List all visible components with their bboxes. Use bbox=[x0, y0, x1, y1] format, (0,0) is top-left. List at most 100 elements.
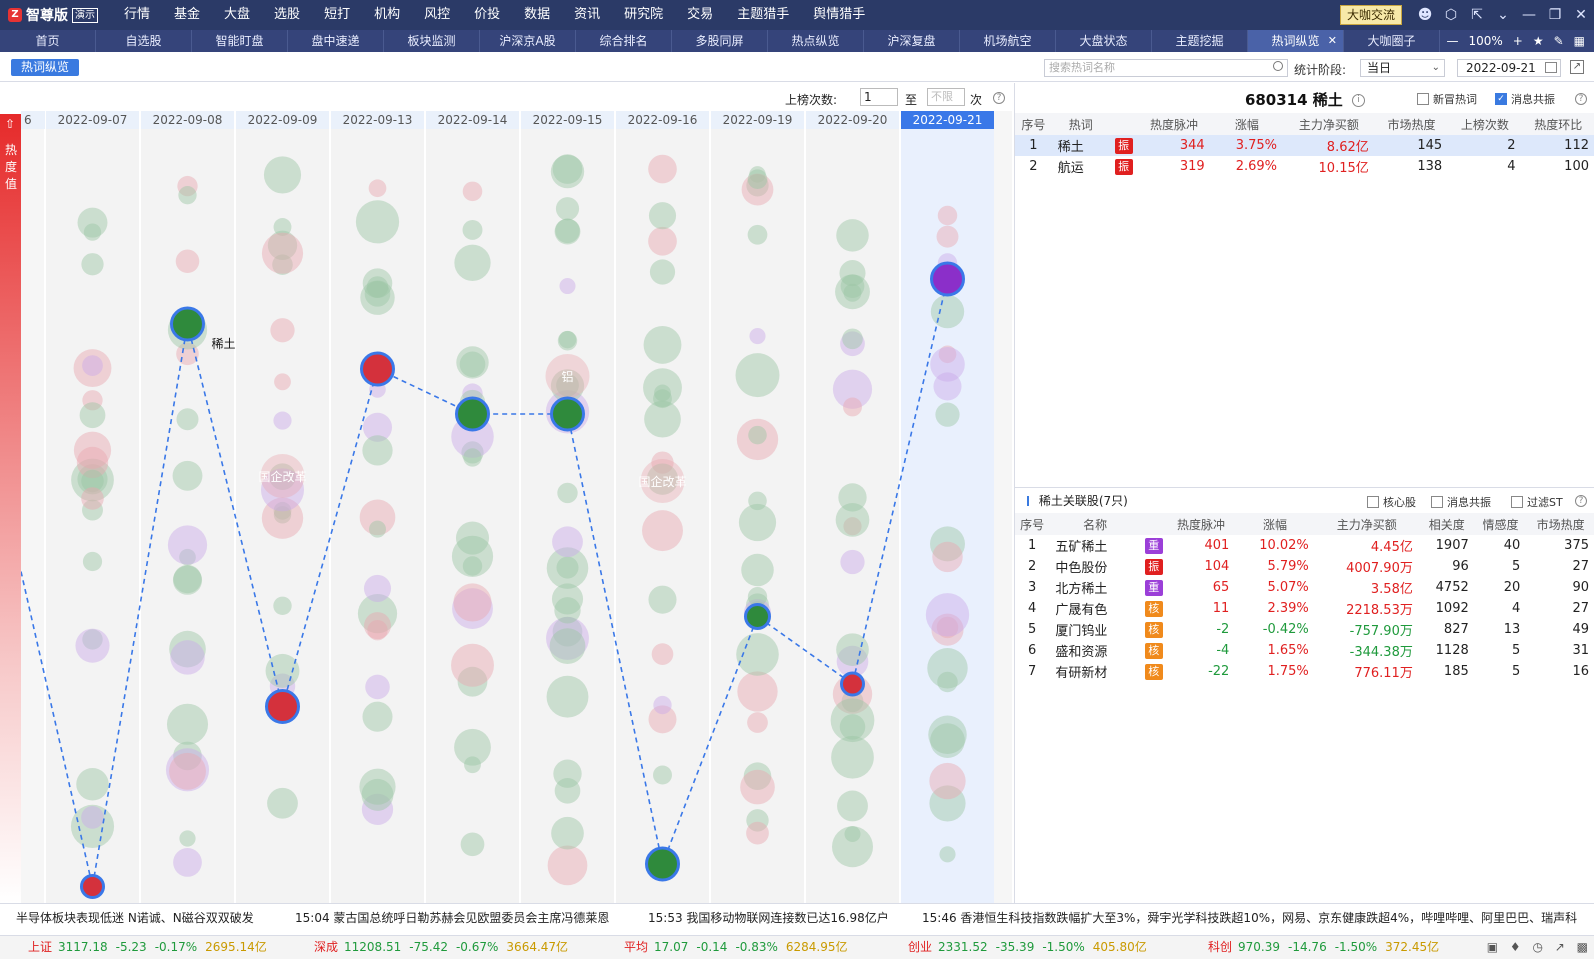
index-quote[interactable]: 科创 970.39 -14.76 -1.50% 372.45亿 bbox=[1208, 936, 1439, 958]
tab-4[interactable]: 板块监测 bbox=[384, 30, 480, 52]
tab-10[interactable]: 机场航空 bbox=[960, 30, 1056, 52]
new-hotword-checkbox[interactable]: 新冒热词 bbox=[1417, 91, 1477, 107]
stat-period-select[interactable]: 当日 ⌄ bbox=[1360, 59, 1445, 77]
menu-item-2[interactable]: 大盘 bbox=[224, 7, 251, 22]
column-header[interactable]: 涨幅 bbox=[1235, 513, 1315, 535]
info-icon[interactable]: i bbox=[1352, 94, 1366, 107]
column-header[interactable]: 主力净买额 bbox=[1283, 113, 1375, 135]
menu-item-4[interactable]: 短打 bbox=[324, 7, 351, 22]
user-icon[interactable]: ☻ bbox=[1417, 7, 1433, 23]
news-item[interactable]: 15:04 蒙古国总统呼日勒苏赫会见欧盟委员会主席冯德莱恩 bbox=[295, 911, 610, 925]
table-row[interactable]: 5 厦门钨业 核 -2 -0.42% -757.90万 827 13 49 bbox=[1015, 619, 1594, 640]
calendar-icon[interactable] bbox=[1545, 62, 1557, 73]
table-row[interactable]: 4 广晟有色 核 11 2.39% 2218.53万 1092 4 27 bbox=[1015, 598, 1594, 619]
news-item[interactable]: 15:53 我国移动物联网连接数已达16.98亿户 bbox=[648, 911, 889, 925]
column-header[interactable]: 序号 bbox=[1015, 513, 1050, 535]
menu-item-13[interactable]: 舆情猎手 bbox=[813, 7, 866, 22]
star-icon[interactable]: ★ bbox=[1532, 34, 1544, 48]
date-picker[interactable]: 2022-09-21 bbox=[1457, 59, 1561, 77]
minimize-icon[interactable]: — bbox=[1522, 7, 1536, 23]
dropdown-icon[interactable]: ⌄ bbox=[1497, 7, 1509, 23]
tab-12[interactable]: 主题挖掘 bbox=[1152, 30, 1248, 52]
tab-7[interactable]: 多股同屏 bbox=[672, 30, 768, 52]
search-input[interactable]: 搜索热词名称 bbox=[1044, 59, 1288, 77]
table-row[interactable]: 2 中色股份 振 104 5.79% 4007.90万 96 5 27 bbox=[1015, 556, 1594, 577]
tab-3[interactable]: 盘中速递 bbox=[288, 30, 384, 52]
table-row[interactable]: 7 有研新材 核 -22 1.75% 776.11万 185 5 16 bbox=[1015, 661, 1594, 682]
count-to-input[interactable]: 不限 bbox=[927, 88, 965, 106]
menu-item-10[interactable]: 研究院 bbox=[624, 7, 664, 22]
column-header[interactable]: 热度脉冲 bbox=[1166, 513, 1236, 535]
column-header[interactable]: 序号 bbox=[1015, 113, 1052, 135]
filter-st-checkbox[interactable]: 过滤ST bbox=[1511, 494, 1563, 510]
index-quote[interactable]: 上证 3117.18 -5.23 -0.17% 2695.14亿 bbox=[28, 936, 267, 958]
column-header[interactable]: 相关度 bbox=[1418, 513, 1475, 535]
menu-item-8[interactable]: 数据 bbox=[524, 7, 551, 22]
exchange-button[interactable]: 大咖交流 bbox=[1339, 5, 1402, 25]
help-icon[interactable]: ? bbox=[1575, 93, 1587, 105]
column-header[interactable]: 热度脉冲 bbox=[1137, 113, 1211, 135]
tab-2[interactable]: 智能盯盘 bbox=[192, 30, 288, 52]
restore-icon[interactable]: ❐ bbox=[1548, 7, 1562, 23]
column-header[interactable]: 市场热度 bbox=[1374, 113, 1449, 135]
tab-14[interactable]: 大咖圈子 bbox=[1344, 30, 1440, 52]
column-header[interactable] bbox=[1109, 113, 1138, 135]
menu-item-6[interactable]: 风控 bbox=[424, 7, 451, 22]
column-header[interactable]: 情感度 bbox=[1474, 513, 1527, 535]
menu-item-1[interactable]: 基金 bbox=[174, 7, 201, 22]
related-news-checkbox[interactable]: 消息共振 bbox=[1431, 494, 1491, 510]
chart-icon[interactable]: ↗ bbox=[1554, 940, 1565, 954]
clock-icon[interactable]: ◷ bbox=[1532, 940, 1543, 954]
news-item[interactable]: 半导体板块表现低迷 N诺诚、N磁谷双双破发 bbox=[16, 911, 254, 925]
table-row[interactable]: 6 盛和资源 核 -4 1.65% -344.38万 1128 5 31 bbox=[1015, 640, 1594, 661]
index-quote[interactable]: 平均 17.07 -0.14 -0.83% 6284.95亿 bbox=[624, 936, 848, 958]
column-header[interactable]: 上榜次数 bbox=[1448, 113, 1522, 135]
index-quote[interactable]: 创业 2331.52 -35.39 -1.50% 405.80亿 bbox=[908, 936, 1147, 958]
table-row[interactable]: 1 五矿稀土 重 401 10.02% 4.45亿 1907 40 375 bbox=[1015, 535, 1594, 556]
help-icon[interactable]: ? bbox=[993, 92, 1005, 104]
tab-11[interactable]: 大盘状态 bbox=[1056, 30, 1152, 52]
tab-1[interactable]: 自选股 bbox=[96, 30, 192, 52]
column-header[interactable]: 热词 bbox=[1051, 113, 1110, 135]
help-icon[interactable]: ? bbox=[1575, 495, 1587, 507]
tab-9[interactable]: 沪深复盘 bbox=[864, 30, 960, 52]
edit-icon[interactable]: ✎ bbox=[1553, 34, 1564, 48]
menu-item-12[interactable]: 主题猎手 bbox=[737, 7, 790, 22]
tab-0[interactable]: 首页 bbox=[0, 30, 96, 52]
monitor-icon[interactable]: ▣ bbox=[1486, 940, 1499, 954]
close-icon[interactable]: ✕ bbox=[1575, 7, 1587, 23]
count-from-input[interactable]: 1 bbox=[860, 88, 898, 106]
menu-item-7[interactable]: 价投 bbox=[474, 7, 501, 22]
export-icon[interactable]: ↗ bbox=[1570, 60, 1584, 74]
table-row[interactable]: 2 航运 振 319 2.69% 10.15亿 138 4 100 bbox=[1015, 156, 1594, 177]
screen-icon[interactable]: ▩ bbox=[1576, 940, 1588, 954]
tab-8[interactable]: 热点纵览 bbox=[768, 30, 864, 52]
news-item[interactable]: 15:46 香港恒生科技指数跌幅扩大至3%，舜宇光学科技跌超10%，网易、京东健… bbox=[922, 911, 1578, 925]
core-stock-checkbox[interactable]: 核心股 bbox=[1367, 494, 1416, 510]
shrink-icon[interactable]: ⇱ bbox=[1471, 7, 1483, 23]
index-quote[interactable]: 深成 11208.51 -75.42 -0.67% 3664.47亿 bbox=[314, 936, 568, 958]
menu-item-9[interactable]: 资讯 bbox=[574, 7, 601, 22]
menu-item-0[interactable]: 行情 bbox=[124, 7, 151, 22]
table-row[interactable]: 3 北方稀土 重 65 5.07% 3.58亿 4752 20 90 bbox=[1015, 577, 1594, 598]
table-row[interactable]: 1 稀土 振 344 3.75% 8.62亿 145 2 112 bbox=[1015, 135, 1594, 156]
column-header[interactable]: 名称 bbox=[1049, 513, 1141, 535]
settings-icon[interactable]: ⬡ bbox=[1444, 7, 1458, 23]
zoom-out-icon[interactable]: — bbox=[1446, 34, 1459, 48]
menu-item-5[interactable]: 机构 bbox=[374, 7, 401, 22]
column-header[interactable] bbox=[1140, 513, 1167, 535]
search-icon[interactable] bbox=[1273, 61, 1283, 71]
tab-5[interactable]: 沪深京A股 bbox=[480, 30, 576, 52]
news-resonance-checkbox[interactable]: ✓ 消息共振 bbox=[1495, 91, 1555, 107]
column-header[interactable]: 市场热度 bbox=[1526, 513, 1594, 535]
column-header[interactable]: 热度环比 bbox=[1521, 113, 1594, 135]
tab-13[interactable]: 热词纵览 ✕ bbox=[1248, 30, 1344, 52]
bell-icon[interactable]: ♦ bbox=[1509, 940, 1521, 954]
layout-icon[interactable]: ▦ bbox=[1573, 34, 1585, 48]
tab-6[interactable]: 综合排名 bbox=[576, 30, 672, 52]
menu-item-11[interactable]: 交易 bbox=[687, 7, 714, 22]
hotword-overview-button[interactable]: 热词纵览 bbox=[11, 59, 80, 76]
tab-close-icon[interactable]: ✕ bbox=[1327, 34, 1337, 47]
column-header[interactable]: 涨幅 bbox=[1210, 113, 1284, 135]
column-header[interactable]: 主力净买额 bbox=[1314, 513, 1419, 535]
